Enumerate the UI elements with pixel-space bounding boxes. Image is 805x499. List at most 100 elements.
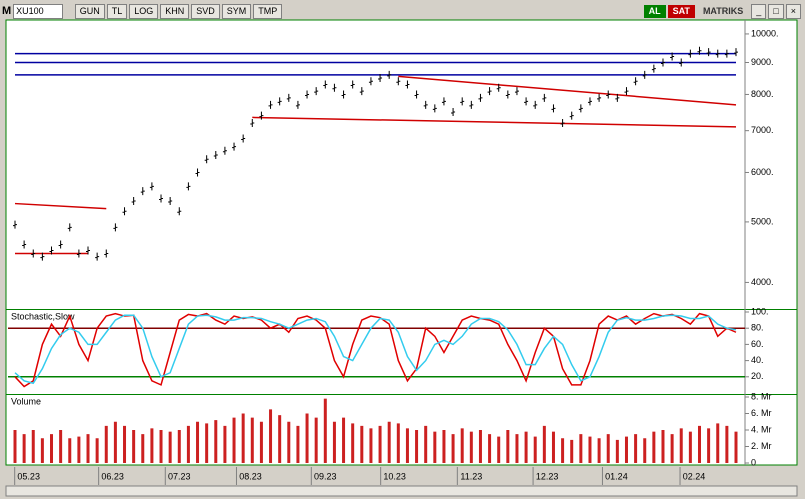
price-tick — [542, 93, 547, 102]
price-tick — [378, 74, 383, 83]
price-tick — [268, 100, 273, 109]
volume-bar — [524, 431, 528, 463]
volume-bar — [424, 425, 428, 463]
toolbar-button[interactable]: GUN — [74, 3, 105, 19]
volume-bar — [551, 431, 555, 463]
volume-bar — [460, 428, 464, 463]
price-tick — [286, 93, 291, 102]
volume-bar — [643, 438, 647, 463]
price-tick — [697, 46, 702, 55]
price-tick — [551, 104, 556, 113]
price-tick — [259, 111, 264, 120]
volume-bar — [168, 431, 172, 463]
volume-bar — [223, 425, 227, 463]
price-tick — [40, 252, 45, 261]
price-tick — [633, 77, 638, 86]
x-tick-label: 05.23 — [17, 471, 40, 481]
price-tick — [597, 93, 602, 102]
toolbar: M XU100 GUN TL LOG KHN SVD SYM TMP AL SAT MATR… — [2, 2, 801, 20]
volume-bar — [132, 430, 136, 463]
volume-bar — [177, 430, 181, 463]
price-tick — [295, 100, 300, 109]
volume-bar — [405, 428, 409, 463]
volume-bar — [707, 428, 711, 463]
x-tick-label: 09.23 — [314, 471, 337, 481]
volume-bar — [241, 413, 245, 463]
price-tick — [569, 111, 574, 120]
toolbar-button[interactable]: LOG — [129, 3, 159, 19]
y-tick-label: 8000. — [751, 89, 774, 99]
price-tick — [606, 90, 611, 99]
x-tick-label: 08.23 — [239, 471, 262, 481]
price-tick — [688, 49, 693, 58]
price-tick — [505, 90, 510, 99]
price-tick — [341, 90, 346, 99]
chart-frame — [5, 19, 798, 466]
scrollbar[interactable] — [5, 485, 798, 497]
price-tick — [58, 240, 63, 249]
price-tick — [159, 194, 164, 203]
volume-bar — [150, 428, 154, 463]
volume-bar — [186, 425, 190, 463]
window-button[interactable]: _ — [751, 3, 767, 19]
price-tick — [122, 207, 127, 216]
window-button[interactable]: □ — [768, 3, 784, 19]
x-tick-label: 06.23 — [101, 471, 124, 481]
volume-bar — [661, 430, 665, 463]
trend-line — [252, 116, 737, 128]
x-tick-label: 10.23 — [383, 471, 406, 481]
volume-bar — [342, 417, 346, 463]
price-tick — [679, 58, 684, 67]
toolbar-button[interactable]: TMP — [253, 3, 283, 19]
price-tick — [423, 100, 428, 109]
x-tick-label: 12.23 — [536, 471, 559, 481]
volume-bar — [588, 436, 592, 463]
y-tick-label: 6. Mr — [751, 408, 772, 418]
sell-button[interactable]: SAT — [667, 4, 695, 18]
volume-bar — [351, 423, 355, 463]
price-tick — [76, 249, 81, 258]
price-tick — [131, 197, 136, 206]
volume-bar — [615, 439, 619, 463]
volume-bar — [50, 434, 54, 463]
price-tick — [168, 197, 173, 206]
price-tick — [241, 134, 246, 143]
symbol-box[interactable]: XU100 — [13, 3, 63, 19]
volume-bar — [415, 430, 419, 463]
volume-bar — [141, 434, 145, 463]
menu[interactable]: M — [2, 5, 12, 17]
volume-bar — [159, 430, 163, 463]
price-tick — [396, 77, 401, 86]
price-tick — [332, 83, 337, 92]
price-tick — [368, 77, 373, 86]
toolbar-button[interactable]: TL — [106, 3, 128, 19]
toolbar-button[interactable]: SVD — [191, 3, 220, 19]
volume-bar — [634, 434, 638, 463]
price-tick — [660, 58, 665, 67]
price-tick — [734, 48, 738, 57]
price-tick — [514, 87, 519, 96]
y-tick-label: 4. Mr — [751, 424, 772, 434]
price-tick — [670, 52, 675, 61]
price-tick — [387, 70, 392, 79]
price-tick — [615, 93, 620, 102]
toolbar-button[interactable]: SYM — [221, 3, 252, 19]
y-tick-label: 7000. — [751, 125, 774, 135]
volume-bar — [77, 436, 81, 463]
price-tick — [478, 93, 483, 102]
y-tick-label: 8. Mr — [751, 391, 772, 401]
price-tick — [13, 220, 17, 229]
toolbar-button[interactable]: KHN — [160, 3, 190, 19]
y-tick-label: 20. — [751, 371, 764, 381]
price-tick — [469, 100, 474, 109]
window-button[interactable]: × — [785, 3, 801, 19]
volume-bar — [469, 431, 473, 463]
y-tick-label: 0 — [751, 457, 756, 467]
price-tick — [587, 97, 592, 106]
volume-bar — [478, 430, 482, 463]
volume-bar — [579, 434, 583, 463]
volume-bar — [387, 421, 391, 463]
volume-bar — [442, 430, 446, 463]
buy-button[interactable]: AL — [643, 4, 666, 18]
volume-bar — [95, 438, 99, 463]
